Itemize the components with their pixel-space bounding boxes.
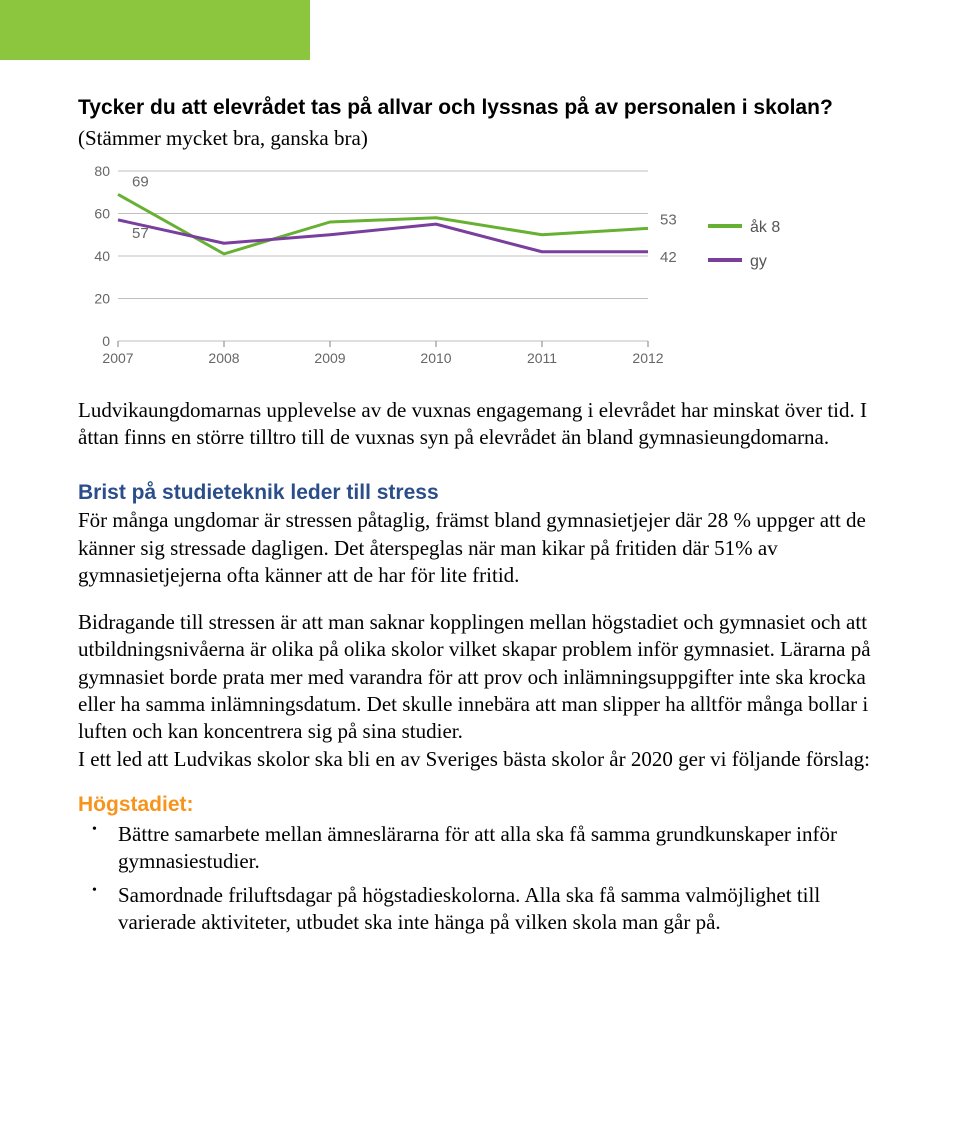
svg-text:2007: 2007	[102, 350, 133, 366]
section-heading-stress: Brist på studieteknik leder till stress	[78, 481, 882, 505]
question-title: Tycker du att elevrådet tas på allvar oc…	[78, 94, 882, 122]
svg-text:57: 57	[132, 225, 149, 242]
list-item: Samordnade friluftsdagar på högstadiesko…	[118, 882, 882, 937]
list-item: Bättre samarbete mellan ämneslärarna för…	[118, 821, 882, 876]
svg-text:42: 42	[660, 248, 677, 265]
svg-text:0: 0	[102, 333, 110, 349]
header-accent-bar	[0, 0, 310, 60]
svg-text:53: 53	[660, 211, 677, 228]
page-content: Tycker du att elevrådet tas på allvar oc…	[0, 60, 960, 982]
svg-text:åk 8: åk 8	[750, 218, 780, 236]
svg-text:gy: gy	[750, 253, 767, 270]
line-chart: 0 20 40 60 80 2007 2008 2009 2010 2011 2012 69 57 53 4…	[78, 161, 798, 371]
paragraph-intro: Ludvikaungdomarnas upplevelse av de vuxn…	[78, 397, 882, 452]
svg-text:80: 80	[94, 163, 110, 179]
svg-text:40: 40	[94, 248, 110, 264]
list-heading-hogstadiet: Högstadiet:	[78, 793, 882, 817]
svg-text:20: 20	[94, 290, 110, 306]
bullet-list: Bättre samarbete mellan ämneslärarna för…	[78, 821, 882, 936]
paragraph-stress-2: Bidragande till stressen är att man sakn…	[78, 609, 882, 745]
svg-text:2008: 2008	[208, 350, 239, 366]
svg-text:2011: 2011	[527, 350, 557, 366]
question-subtitle: (Stämmer mycket bra, ganska bra)	[78, 124, 882, 152]
paragraph-stress-1: För många ungdomar är stressen påtaglig,…	[78, 507, 882, 589]
svg-text:2010: 2010	[420, 350, 451, 366]
svg-text:2012: 2012	[632, 350, 663, 366]
svg-text:69: 69	[132, 173, 149, 190]
svg-text:60: 60	[94, 205, 110, 221]
paragraph-lead-in: I ett led att Ludvikas skolor ska bli en…	[78, 746, 882, 773]
svg-text:2009: 2009	[314, 350, 345, 366]
